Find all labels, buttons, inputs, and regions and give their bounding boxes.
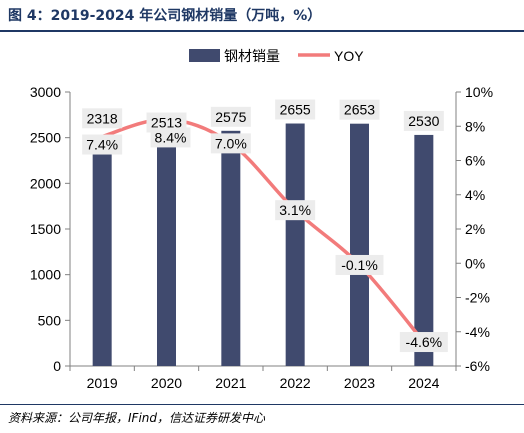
- x-tick-label: 2020: [151, 375, 182, 391]
- y2-tick-label: -2%: [465, 290, 490, 306]
- yoy-value-label-box: [335, 254, 384, 275]
- bar-value-label-box: [403, 110, 444, 131]
- bar: [285, 123, 305, 366]
- yoy-value-label: 8.4%: [155, 129, 187, 145]
- y2-tick-label: -6%: [465, 358, 490, 374]
- bar-value-label-box: [339, 99, 380, 120]
- yoy-value-label: 3.1%: [279, 202, 311, 218]
- bar-value-label: 2318: [87, 110, 118, 126]
- yoy-value-label-box: [210, 133, 251, 154]
- y2-tick-label: 10%: [465, 84, 493, 100]
- bar-value-label-box: [210, 106, 251, 127]
- y-tick-label: 1500: [30, 221, 61, 237]
- figure-title: 图 4：2019-2024 年公司钢材销量（万吨，%）: [8, 8, 322, 24]
- bar: [92, 154, 112, 366]
- x-tick-label: 2021: [215, 375, 246, 391]
- y2-tick-label: -4%: [465, 324, 490, 340]
- bar-value-label: 2530: [408, 113, 439, 129]
- y-tick-label: 0: [53, 358, 61, 374]
- yoy-value-label-box: [275, 200, 316, 221]
- bar-value-label: 2513: [151, 114, 182, 130]
- bar: [350, 123, 369, 367]
- y2-tick-label: 6%: [465, 153, 485, 169]
- bar-value-label-box: [275, 99, 316, 120]
- yoy-value-label-box: [399, 332, 448, 353]
- y2-tick-label: 2%: [465, 221, 485, 237]
- legend-label-line: YOY: [334, 48, 364, 64]
- y-tick-label: 1000: [30, 267, 61, 283]
- x-tick-label: 2019: [87, 375, 118, 391]
- source-note: 资料来源：公司年报，IFind，信达证券研发中心: [8, 411, 265, 425]
- x-tick-label: 2022: [280, 375, 311, 391]
- y2-tick-label: 0%: [465, 255, 485, 271]
- y-tick-label: 3000: [30, 84, 61, 100]
- yoy-value-label: -0.1%: [341, 257, 378, 273]
- y2-tick-label: 8%: [465, 118, 485, 134]
- legend-swatch-bar: [189, 49, 220, 62]
- bar-value-label: 2655: [280, 102, 311, 118]
- title-rule: [0, 30, 524, 32]
- chart: 0 500 1000 1500 2000 2500 3000 -6% -4% -2% 0% 2% 4% 6…: [30, 48, 493, 391]
- bar: [157, 136, 176, 366]
- yoy-line: [100, 117, 426, 344]
- footer-rule: [0, 404, 524, 405]
- bar-value-label-box: [82, 108, 123, 129]
- yoy-value-label-box: [150, 127, 191, 148]
- yoy-value-label: 7.4%: [86, 137, 118, 153]
- yoy-value-label-box: [82, 134, 123, 155]
- bar: [221, 130, 241, 366]
- x-tick-label: 2023: [344, 375, 375, 391]
- y-tick-label: 2000: [30, 175, 61, 191]
- bar-value-label: 2575: [215, 109, 246, 125]
- y2-tick-label: 4%: [465, 187, 485, 203]
- y-tick-label: 500: [38, 312, 62, 328]
- y-tick-label: 2500: [30, 130, 61, 146]
- yoy-value-label: -4.6%: [406, 334, 443, 350]
- yoy-value-label: 7.0%: [215, 135, 247, 151]
- bar-value-label: 2653: [344, 102, 375, 118]
- x-tick-label: 2024: [408, 375, 439, 391]
- bar: [414, 134, 434, 366]
- legend-label-bar: 钢材销量: [224, 48, 280, 64]
